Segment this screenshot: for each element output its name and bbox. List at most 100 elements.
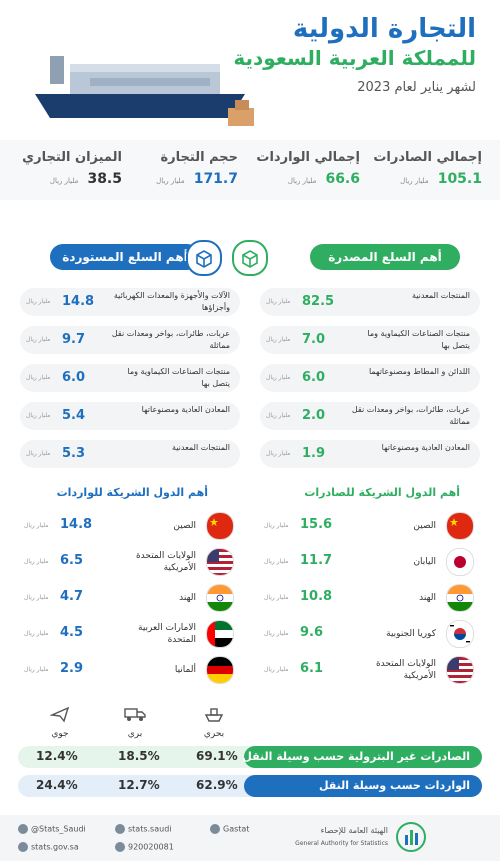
good-unit: مليار ريال bbox=[266, 298, 291, 305]
country-name: الصين bbox=[413, 521, 436, 531]
country-unit: مليار ريال bbox=[264, 558, 289, 565]
total-unit: مليار ريال bbox=[287, 177, 317, 185]
country-unit: مليار ريال bbox=[24, 594, 49, 601]
exports-label-bar bbox=[244, 746, 482, 768]
total-value: 66.6 bbox=[325, 171, 360, 187]
country-value: 4.5 bbox=[60, 625, 84, 640]
org-name: الهيئة العامة للإحصاء bbox=[320, 826, 388, 835]
total-exports: إجمالي الصادرات 105.1 مليار ريال bbox=[372, 150, 482, 187]
export-box-icon bbox=[232, 240, 268, 276]
good-value: 9.7 bbox=[62, 332, 86, 347]
instagram-link[interactable]: stats.saudi bbox=[115, 824, 172, 834]
youtube-handle: Gastat bbox=[223, 824, 250, 834]
website-link[interactable]: stats.gov.sa bbox=[18, 842, 79, 852]
air-share: 24.4% bbox=[36, 778, 78, 792]
youtube-icon bbox=[210, 824, 220, 834]
good-unit: مليار ريال bbox=[26, 374, 51, 381]
import-box-icon bbox=[186, 240, 222, 276]
china-flag-icon bbox=[446, 512, 474, 540]
twitter-handle: @Stats_Saudi bbox=[31, 824, 86, 834]
total-label: حجم التجارة bbox=[160, 150, 238, 165]
export-good-row: المعادن العادية ومصنوعاتها 1.9 مليار ريا… bbox=[260, 440, 480, 468]
good-unit: مليار ريال bbox=[266, 450, 291, 457]
country-value: 9.6 bbox=[300, 625, 324, 640]
import-good-row: منتجات الصناعات الكيماوية وما يتصل بها 6… bbox=[20, 364, 240, 392]
good-unit: مليار ريال bbox=[26, 412, 51, 419]
cargo-ship-icon bbox=[35, 56, 254, 126]
title-line-2: للمملكة العربية السعودية bbox=[233, 46, 476, 70]
south-korea-flag-icon bbox=[446, 620, 474, 648]
country-value: 10.8 bbox=[300, 589, 333, 604]
good-value: 6.0 bbox=[62, 370, 86, 385]
good-name: منتجات الصناعات الكيماوية وما يتصل بها bbox=[127, 367, 230, 388]
good-value: 82.5 bbox=[302, 294, 335, 309]
export-good-row: عربات، طائرات، بواخر ومعدات نقل مماثلة 2… bbox=[260, 402, 480, 430]
good-value: 5.3 bbox=[62, 446, 86, 461]
import-good-row: عربات، طائرات، بواخر ومعدات نقل مماثلة 9… bbox=[20, 326, 240, 354]
total-value: 38.5 bbox=[87, 171, 122, 187]
country-value: 11.7 bbox=[300, 553, 333, 568]
sea-share: 62.9% bbox=[196, 778, 238, 792]
total-value: 171.7 bbox=[193, 171, 238, 187]
good-name: منتجات الصناعات الكيماوية وما يتصل بها bbox=[367, 329, 470, 350]
country-unit: مليار ريال bbox=[24, 522, 49, 529]
country-value: 15.6 bbox=[300, 517, 333, 532]
india-flag-icon bbox=[446, 584, 474, 612]
good-name: الآلات والأجهزة والمعدات الكهربائية وأجز… bbox=[113, 291, 230, 312]
export-partner-row: كوريا الجنوبية 9.6 مليار ريال bbox=[260, 620, 480, 650]
non-oil-exports-transport-row: الصادرات غير البترولية حسب وسيلة النقل 6… bbox=[18, 746, 482, 768]
phone-link[interactable]: 920020081 bbox=[115, 842, 174, 852]
country-unit: مليار ريال bbox=[264, 594, 289, 601]
good-name: عربات، طائرات، بواخر ومعدات نقل مماثلة bbox=[111, 329, 230, 350]
export-partner-row: الولايات المتحدة الأمريكية 6.1 مليار ريا… bbox=[260, 656, 480, 686]
country-value: 14.8 bbox=[60, 517, 93, 532]
gastat-logo-icon bbox=[396, 822, 426, 852]
india-flag-icon bbox=[206, 584, 234, 612]
good-value: 6.0 bbox=[302, 370, 326, 385]
country-value: 6.5 bbox=[60, 553, 84, 568]
country-unit: مليار ريال bbox=[264, 666, 289, 673]
china-flag-icon bbox=[206, 512, 234, 540]
mode-air: جوي bbox=[40, 705, 80, 739]
good-name: المعادن العادية ومصنوعاتها bbox=[381, 443, 470, 452]
truck-icon bbox=[124, 708, 146, 721]
country-unit: مليار ريال bbox=[24, 630, 49, 637]
twitter-link[interactable]: @Stats_Saudi bbox=[18, 824, 86, 834]
total-trade-balance: الميزان التجاري 38.5 مليار ريال bbox=[12, 150, 122, 187]
japan-flag-icon bbox=[446, 548, 474, 576]
phone-icon bbox=[115, 842, 125, 852]
youtube-link[interactable]: Gastat bbox=[210, 824, 249, 834]
country-name: الهند bbox=[179, 593, 196, 603]
mode-label: بحري bbox=[203, 729, 225, 739]
export-partner-row: الصين 15.6 مليار ريال bbox=[260, 512, 480, 542]
import-partner-row: الهند 4.7 مليار ريال bbox=[20, 584, 240, 614]
mode-label: جوي bbox=[51, 729, 69, 739]
usa-flag-icon bbox=[446, 656, 474, 684]
mode-sea: بحري bbox=[194, 705, 234, 739]
transport-row-label: الصادرات غير البترولية حسب وسيلة النقل bbox=[242, 750, 470, 763]
good-unit: مليار ريال bbox=[26, 450, 51, 457]
good-unit: مليار ريال bbox=[266, 374, 291, 381]
export-good-row: اللدائن و المطاط ومصنوعاتهما 6.0 مليار ر… bbox=[260, 364, 480, 392]
good-unit: مليار ريال bbox=[266, 336, 291, 343]
mode-land: بري bbox=[115, 705, 155, 739]
imports-goods-title: أهم السلع المستوردة bbox=[50, 244, 200, 270]
period-subtitle: لشهر يناير لعام 2023 bbox=[357, 80, 476, 95]
imports-label-bar bbox=[244, 775, 482, 797]
country-value: 4.7 bbox=[60, 589, 84, 604]
import-partner-row: ألمانيا 2.9 مليار ريال bbox=[20, 656, 240, 686]
globe-icon bbox=[18, 842, 28, 852]
transport-row-label: الواردات حسب وسيلة النقل bbox=[318, 779, 470, 792]
import-good-row: المعادن العادية ومصنوعاتها 5.4 مليار ريا… bbox=[20, 402, 240, 430]
mode-label: بري bbox=[127, 729, 143, 739]
website-url: stats.gov.sa bbox=[31, 842, 79, 852]
total-imports: إجمالي الواردات 66.6 مليار ريال bbox=[250, 150, 360, 187]
good-name: اللدائن و المطاط ومصنوعاتهما bbox=[368, 367, 470, 376]
total-value: 105.1 bbox=[437, 171, 482, 187]
country-unit: مليار ريال bbox=[264, 630, 289, 637]
country-value: 2.9 bbox=[60, 661, 84, 676]
country-name: الولايات المتحدة الأمريكية bbox=[375, 659, 436, 681]
export-partner-row: الهند 10.8 مليار ريال bbox=[260, 584, 480, 614]
ship-icon bbox=[204, 708, 224, 722]
